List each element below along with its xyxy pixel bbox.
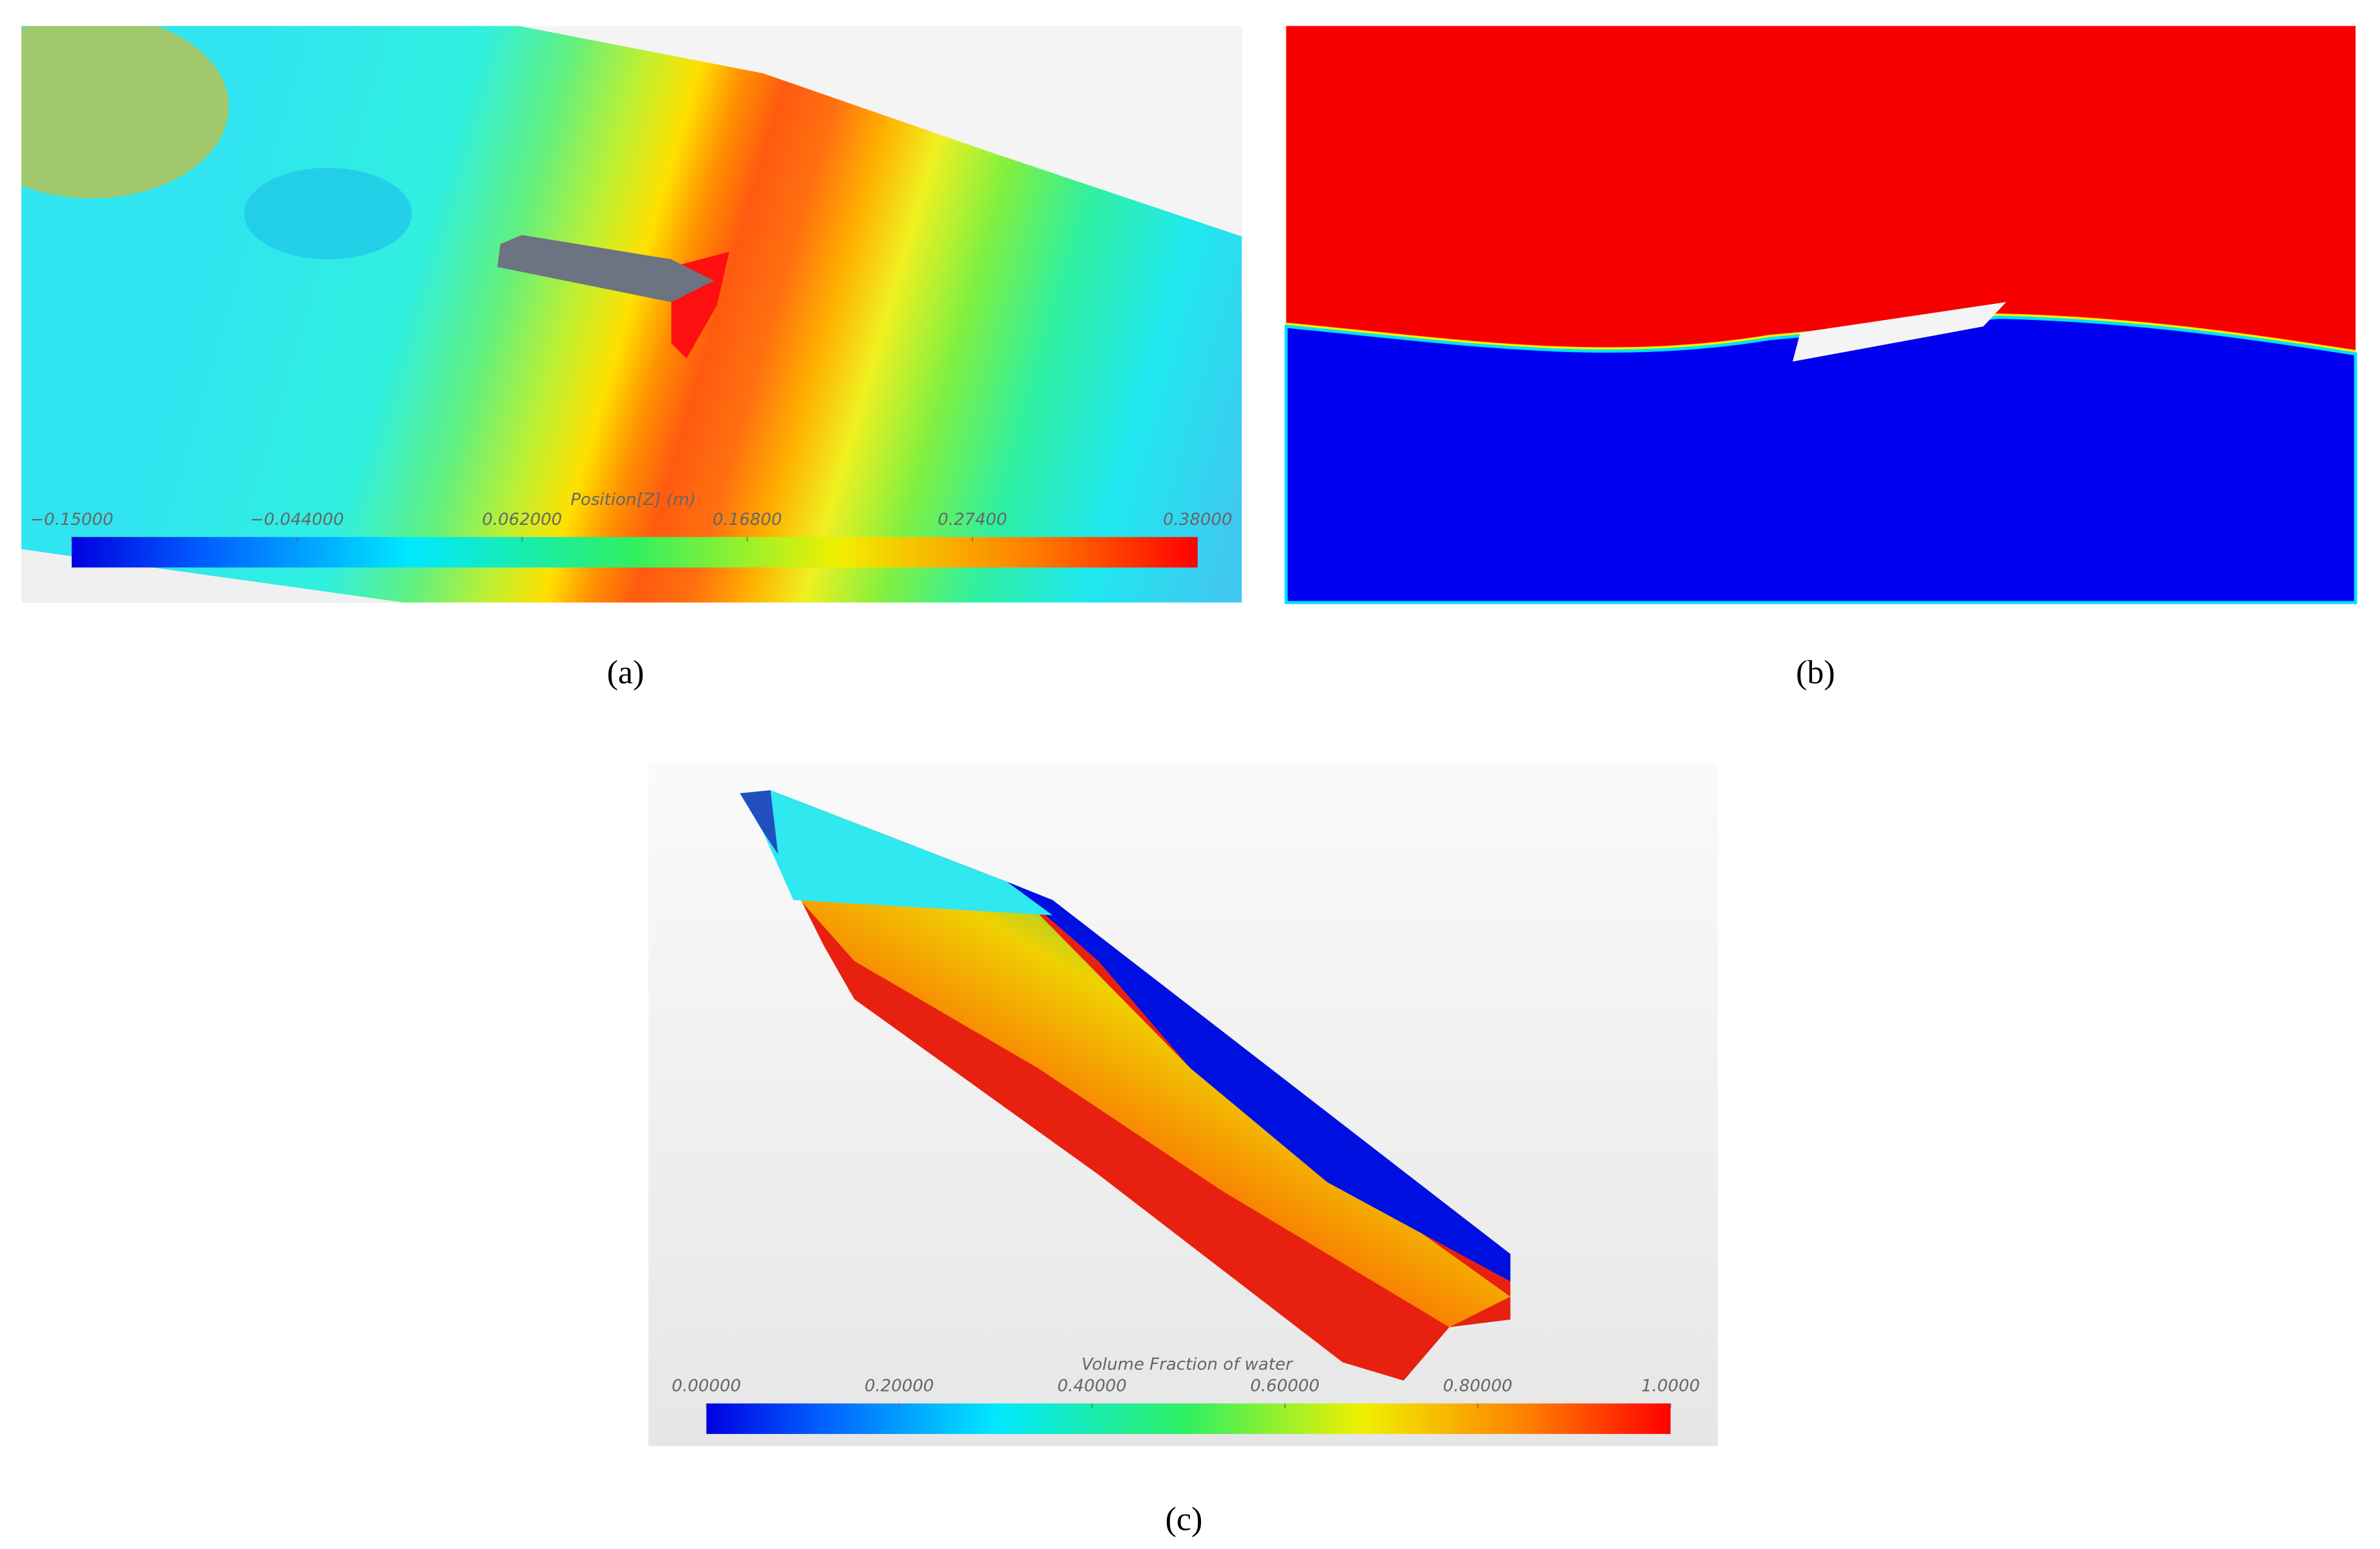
colorbar-title: Position[Z] (m) <box>571 490 696 509</box>
colorbar-tick-label: 0.80000 <box>1443 1376 1513 1395</box>
surface-patch <box>21 26 229 199</box>
surface-patch <box>244 168 413 260</box>
colorbar-tick-label: 1.0000 <box>1641 1376 1700 1395</box>
hull-bow <box>740 790 1053 916</box>
hull-band <box>793 881 1511 1327</box>
boat <box>497 235 715 303</box>
colorbar-tick-label: 0.062000 <box>482 510 562 529</box>
colorbar-tick-label: 0.40000 <box>1058 1376 1127 1395</box>
panel-label: (c) <box>1166 1501 1203 1538</box>
colorbar-tick-label: 0.60000 <box>1250 1376 1320 1395</box>
colorbar-tick-label: −0.044000 <box>250 510 344 529</box>
panel-c-image <box>648 763 1718 1446</box>
water-region <box>1284 315 2358 605</box>
hull-bow <box>740 790 778 854</box>
colorbar-title: Volume Fraction of water <box>1081 1355 1293 1374</box>
colorbar <box>71 536 1198 568</box>
colorbar <box>706 1403 1671 1434</box>
boat <box>1792 302 2007 362</box>
background <box>519 26 1242 237</box>
panel-label: (a) <box>607 654 644 691</box>
colorbar-tick-label: 0.00000 <box>671 1376 741 1395</box>
hull-dry <box>1007 881 1511 1282</box>
colorbar-tick-label: 0.27400 <box>937 510 1007 529</box>
colorbar-tick-label: −0.15000 <box>30 510 114 529</box>
colorbar-tick-label: 0.38000 <box>1163 510 1232 529</box>
panel-label: (b) <box>1796 654 1835 691</box>
panel-b-image <box>1284 26 2358 605</box>
panel-a-image <box>21 26 1242 603</box>
colorbar-tick-label: 0.20000 <box>864 1376 934 1395</box>
colorbar-tick-label: 0.16800 <box>713 510 782 529</box>
